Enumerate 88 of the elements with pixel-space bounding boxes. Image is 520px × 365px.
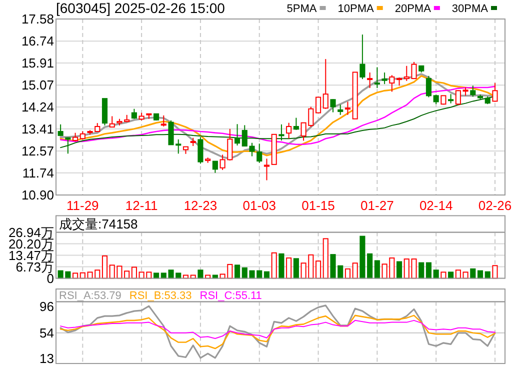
candlestick: [448, 94, 454, 104]
candlestick: [367, 72, 373, 89]
candlestick: [315, 96, 322, 114]
bar: [286, 257, 292, 279]
candlestick: [109, 116, 115, 128]
candlestick: [58, 124, 64, 136]
bar: [418, 262, 424, 279]
y-tick-label: 12.57: [21, 144, 54, 158]
bar: [455, 270, 461, 279]
candlestick: [389, 74, 395, 92]
chart-title: [603045] 2025-02-26 15:00: [56, 0, 226, 16]
x-tick-label: 02-26: [478, 198, 512, 213]
bar: [131, 266, 137, 279]
bar: [72, 272, 78, 279]
candlestick: [198, 136, 204, 164]
candlestick: [470, 85, 476, 98]
candlestick: [293, 117, 299, 130]
y-tick-label: 11.74: [22, 165, 54, 180]
candlestick: [360, 34, 366, 80]
candlestick: [160, 114, 166, 127]
bar: [448, 272, 454, 279]
y-tick-label: 15.07: [21, 78, 54, 93]
series-label: RSI_A:53.79: [59, 290, 122, 302]
candlestick: [338, 104, 344, 116]
legend-label: 10PMA: [338, 3, 374, 15]
line-series: [60, 314, 496, 350]
legend-label: 5PMA: [286, 3, 318, 15]
candlestick: [131, 108, 137, 120]
candlestick: [212, 160, 218, 174]
bar: [470, 268, 476, 279]
x-tick-label: 01-27: [360, 198, 394, 213]
line-series: [60, 320, 496, 340]
candlestick: [65, 136, 71, 154]
bar: [102, 255, 108, 279]
y-tick-label: 13: [40, 351, 54, 365]
y-tick-label: 26.94万: [8, 224, 54, 240]
candlestick: [455, 90, 461, 106]
bar: [374, 260, 380, 279]
bar: [293, 258, 299, 279]
bar: [440, 272, 446, 279]
bar: [154, 272, 160, 279]
y-tick-label: 15.91: [21, 56, 54, 70]
bar: [278, 253, 284, 279]
y-tick-label: 96: [40, 299, 54, 314]
y-tick-label: 16.74: [21, 34, 54, 49]
candlestick: [286, 122, 292, 140]
bar: [433, 270, 439, 279]
bar: [271, 252, 277, 279]
legend-label: 30PMA: [452, 3, 489, 15]
y-tick-label: 14.24: [21, 100, 54, 114]
bar: [234, 264, 240, 279]
bar: [492, 265, 498, 279]
candlestick: [234, 124, 240, 146]
text: RSI_C:55.11: [200, 290, 262, 302]
x-tick-label: 01-03: [242, 198, 276, 213]
legend-label: 20PMA: [394, 3, 432, 15]
candlestick: [330, 98, 336, 113]
bar: [462, 272, 468, 279]
x-tick-label: 12-23: [184, 198, 218, 213]
bar: [352, 262, 358, 279]
x-tick-label: 12-11: [125, 198, 158, 213]
bar: [344, 268, 351, 279]
y-tick-label: 17.58: [21, 12, 54, 26]
candlestick: [492, 82, 498, 102]
y-tick-label: 10.90: [21, 188, 54, 202]
candlestick: [344, 101, 351, 116]
bar: [315, 260, 322, 279]
x-tick-label: 11-29: [66, 198, 99, 213]
candlestick: [264, 158, 270, 181]
y-tick-label: 54: [40, 325, 54, 340]
candlestick: [374, 66, 380, 89]
bar: [396, 261, 402, 279]
candlestick: [278, 124, 284, 141]
line-series: [60, 304, 496, 359]
bar: [426, 262, 432, 279]
candlestick: [322, 58, 328, 110]
chart-title: 成交量:74158: [59, 216, 138, 232]
candlestick: [426, 75, 432, 98]
x-tick-label: 01-15: [302, 198, 335, 213]
candlestick: [382, 72, 388, 85]
series-label: RSI_B:53.33: [129, 290, 192, 302]
y-tick-label: 13.41: [21, 121, 54, 136]
bar: [360, 236, 366, 279]
bar: [367, 253, 373, 279]
bar: [198, 270, 204, 279]
x-tick-label: 02-14: [419, 198, 453, 213]
candlestick: [433, 94, 439, 105]
bar: [322, 238, 328, 279]
